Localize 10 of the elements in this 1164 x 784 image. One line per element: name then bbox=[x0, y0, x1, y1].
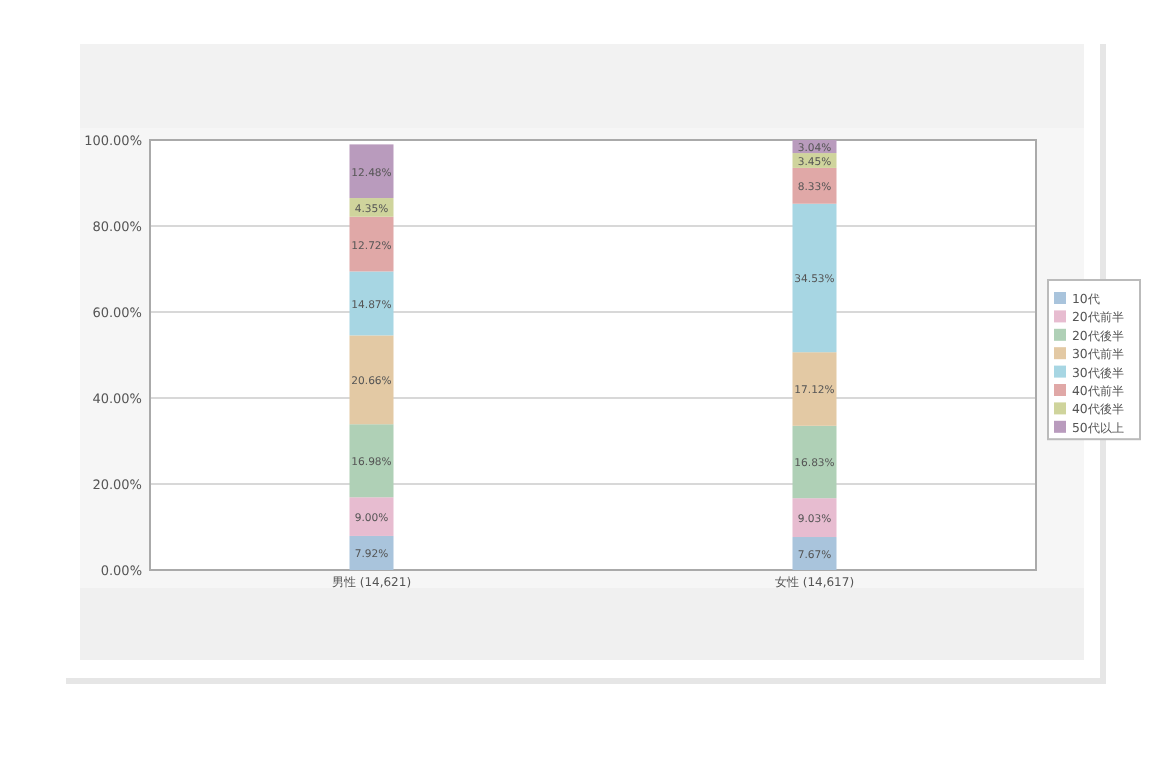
bar bbox=[349, 424, 394, 498]
bar bbox=[349, 144, 394, 199]
bar bbox=[349, 216, 394, 272]
bar bbox=[792, 425, 837, 499]
bar bbox=[792, 352, 837, 426]
bar bbox=[349, 497, 394, 536]
bar bbox=[792, 203, 837, 353]
bar bbox=[349, 335, 394, 425]
bar bbox=[792, 498, 837, 538]
bar bbox=[349, 271, 394, 336]
